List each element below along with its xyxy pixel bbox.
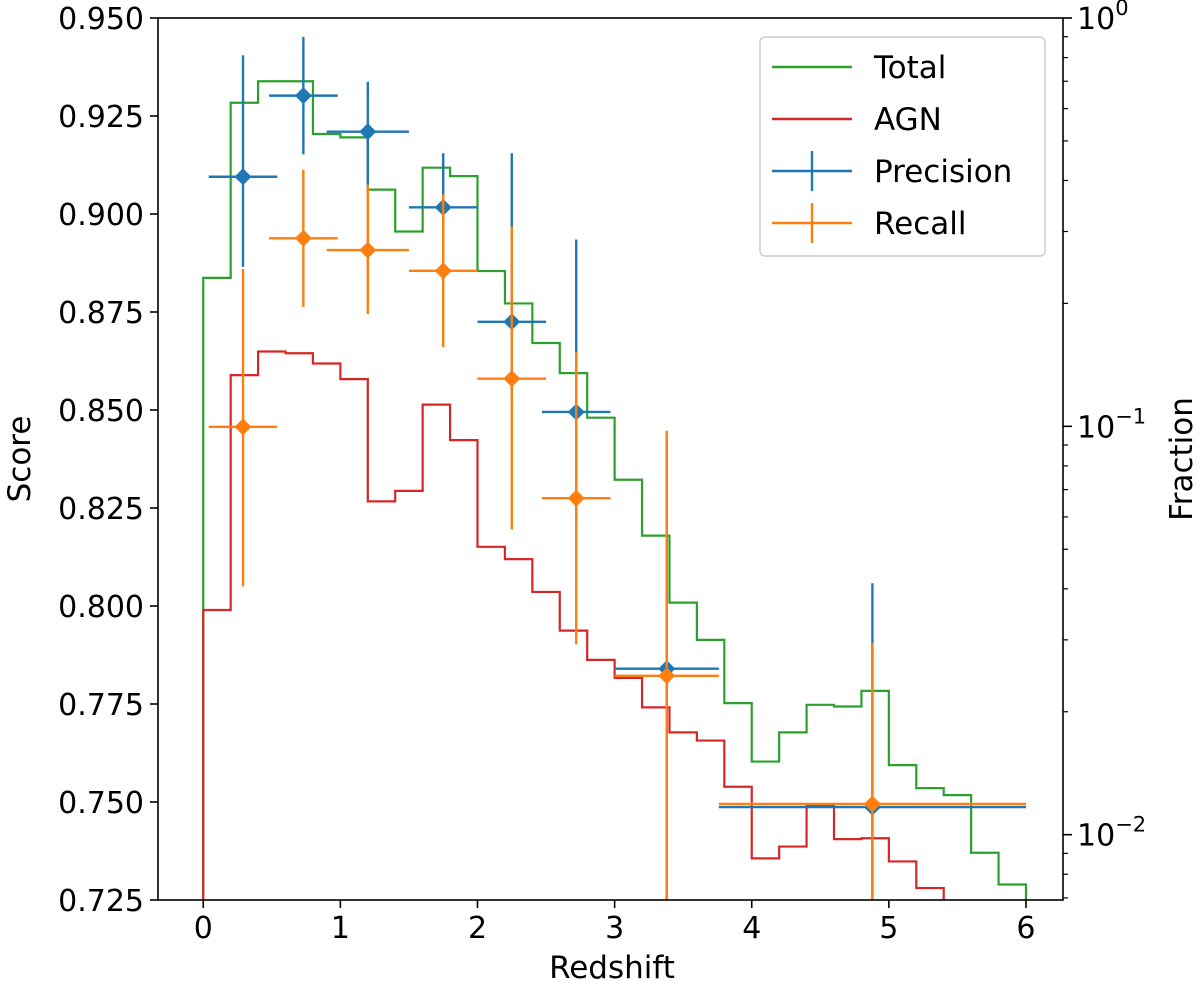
x-tick-label: 4 — [742, 911, 761, 946]
legend: Total AGN Precision Recall — [759, 36, 1046, 257]
x-tick-label: 6 — [1016, 911, 1035, 946]
step-line-total — [202, 80, 1028, 900]
legend-entry-agn: AGN — [772, 102, 942, 138]
y-tick-label: 0.750 — [58, 786, 144, 821]
legend-entry-precision: Precision — [772, 151, 1012, 191]
recall-marker — [294, 229, 312, 247]
x-tick-label: 3 — [605, 911, 624, 946]
precision-marker — [234, 168, 252, 186]
y2-tick-label: 10−1 — [1077, 404, 1146, 445]
y-tick-label: 0.825 — [58, 492, 144, 527]
y-tick-label: 0.725 — [58, 884, 144, 919]
x-tick-label: 2 — [468, 911, 487, 946]
precision-marker — [359, 123, 377, 141]
y-tick-label: 0.850 — [58, 394, 144, 429]
legend-label-total: Total — [873, 50, 946, 86]
y-tick-label: 0.900 — [58, 198, 144, 233]
y-tick-label: 0.925 — [58, 100, 144, 135]
recall-marker — [567, 489, 585, 507]
y2-axis-label: Fraction — [1164, 397, 1200, 521]
recall-marker — [863, 795, 881, 813]
legend-box — [759, 36, 1046, 257]
step-line-agn — [202, 350, 945, 900]
axes: 0 1 2 3 4 5 6 0.725 0.750 0.775 0.800 0.825 0.850 0.8… — [58, 0, 1146, 946]
x-tick-label: 5 — [879, 911, 898, 946]
recall-marker — [503, 370, 521, 388]
y-tick-label: 0.950 — [58, 2, 144, 37]
plot-frame — [157, 17, 1064, 901]
legend-entry-total: Total — [772, 50, 946, 86]
plot-area — [202, 36, 1028, 900]
y-tick-label: 0.775 — [58, 688, 144, 723]
precision-marker — [294, 87, 312, 105]
y2-tick-label: 100 — [1077, 0, 1129, 37]
y-tick-label: 0.800 — [58, 590, 144, 625]
y-axis-label: Score — [2, 416, 38, 503]
legend-label-precision: Precision — [874, 154, 1012, 190]
recall-marker — [234, 418, 252, 436]
legend-label-recall: Recall — [874, 206, 967, 242]
recall-marker — [434, 262, 452, 280]
x-tick-label: 1 — [331, 911, 350, 946]
x-axis-label: Redshift — [549, 950, 675, 981]
recall-series — [208, 169, 1026, 900]
y2-tick-label: 10−2 — [1077, 813, 1146, 854]
y-tick-label: 0.875 — [58, 296, 144, 331]
recall-marker — [359, 241, 377, 259]
x-tick-label: 0 — [194, 911, 213, 946]
legend-entry-recall: Recall — [772, 203, 967, 243]
legend-label-agn: AGN — [874, 102, 942, 138]
recall-marker — [658, 667, 676, 685]
